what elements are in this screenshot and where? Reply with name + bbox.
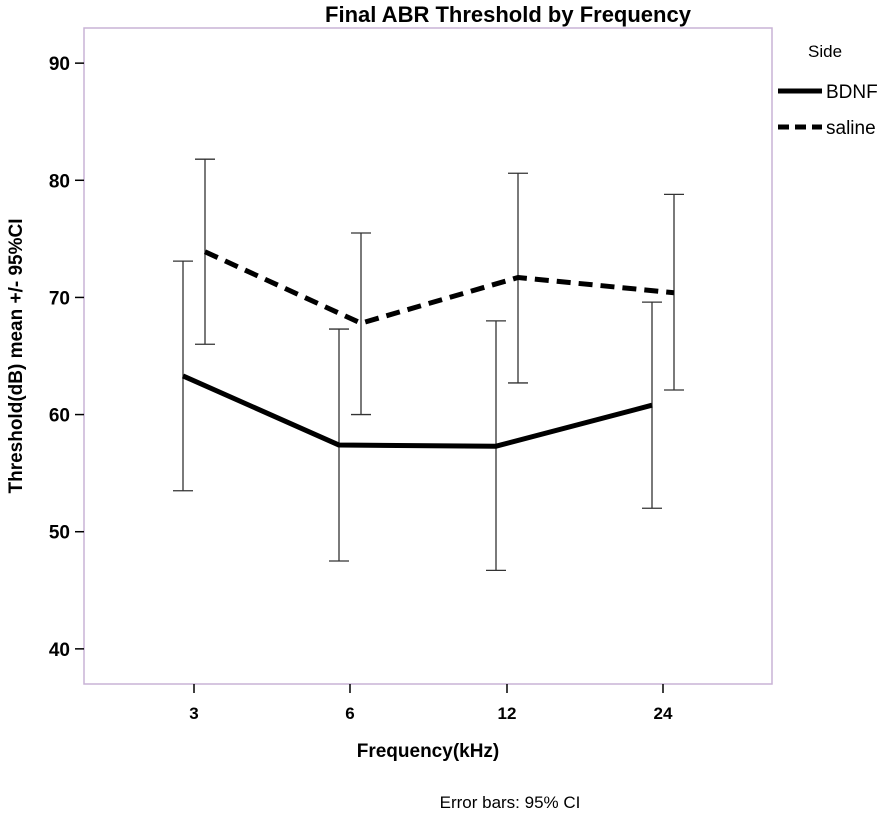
y-tick-label: 60	[49, 406, 70, 427]
x-tick-label: 3	[189, 704, 198, 723]
chart-title: Final ABR Threshold by Frequency	[325, 2, 692, 27]
x-axis: 3 6 12 24	[189, 684, 673, 723]
y-tick-label: 70	[49, 288, 70, 309]
x-axis-label: Frequency(kHz)	[357, 741, 500, 762]
series-lines	[181, 249, 675, 449]
y-axis: 40 50 60 70 80 90	[49, 54, 84, 661]
y-axis-label: Threshold(dB) mean +/- 95%CI	[6, 218, 27, 493]
x-tick-label: 24	[654, 704, 673, 723]
y-tick-label: 90	[49, 54, 70, 75]
plot-frame	[83, 27, 773, 685]
y-tick-label: 50	[49, 523, 70, 544]
legend-title: Side	[808, 42, 842, 61]
legend: Side BDNF saline	[778, 42, 878, 139]
x-tick-label: 6	[345, 704, 354, 723]
x-tick-label: 12	[498, 704, 517, 723]
legend-entry-saline: saline	[778, 118, 876, 139]
series-line-bdnf	[181, 373, 653, 449]
y-tick-label: 80	[49, 171, 70, 192]
legend-label: saline	[826, 118, 876, 139]
error-bars-footnote: Error bars: 95% CI	[440, 793, 581, 812]
error-bar-saline-6	[351, 232, 371, 416]
y-tick-label: 40	[49, 640, 70, 661]
series-line-saline	[203, 249, 675, 326]
legend-label: BDNF	[826, 82, 878, 103]
legend-entry-bdnf: BDNF	[778, 82, 878, 103]
